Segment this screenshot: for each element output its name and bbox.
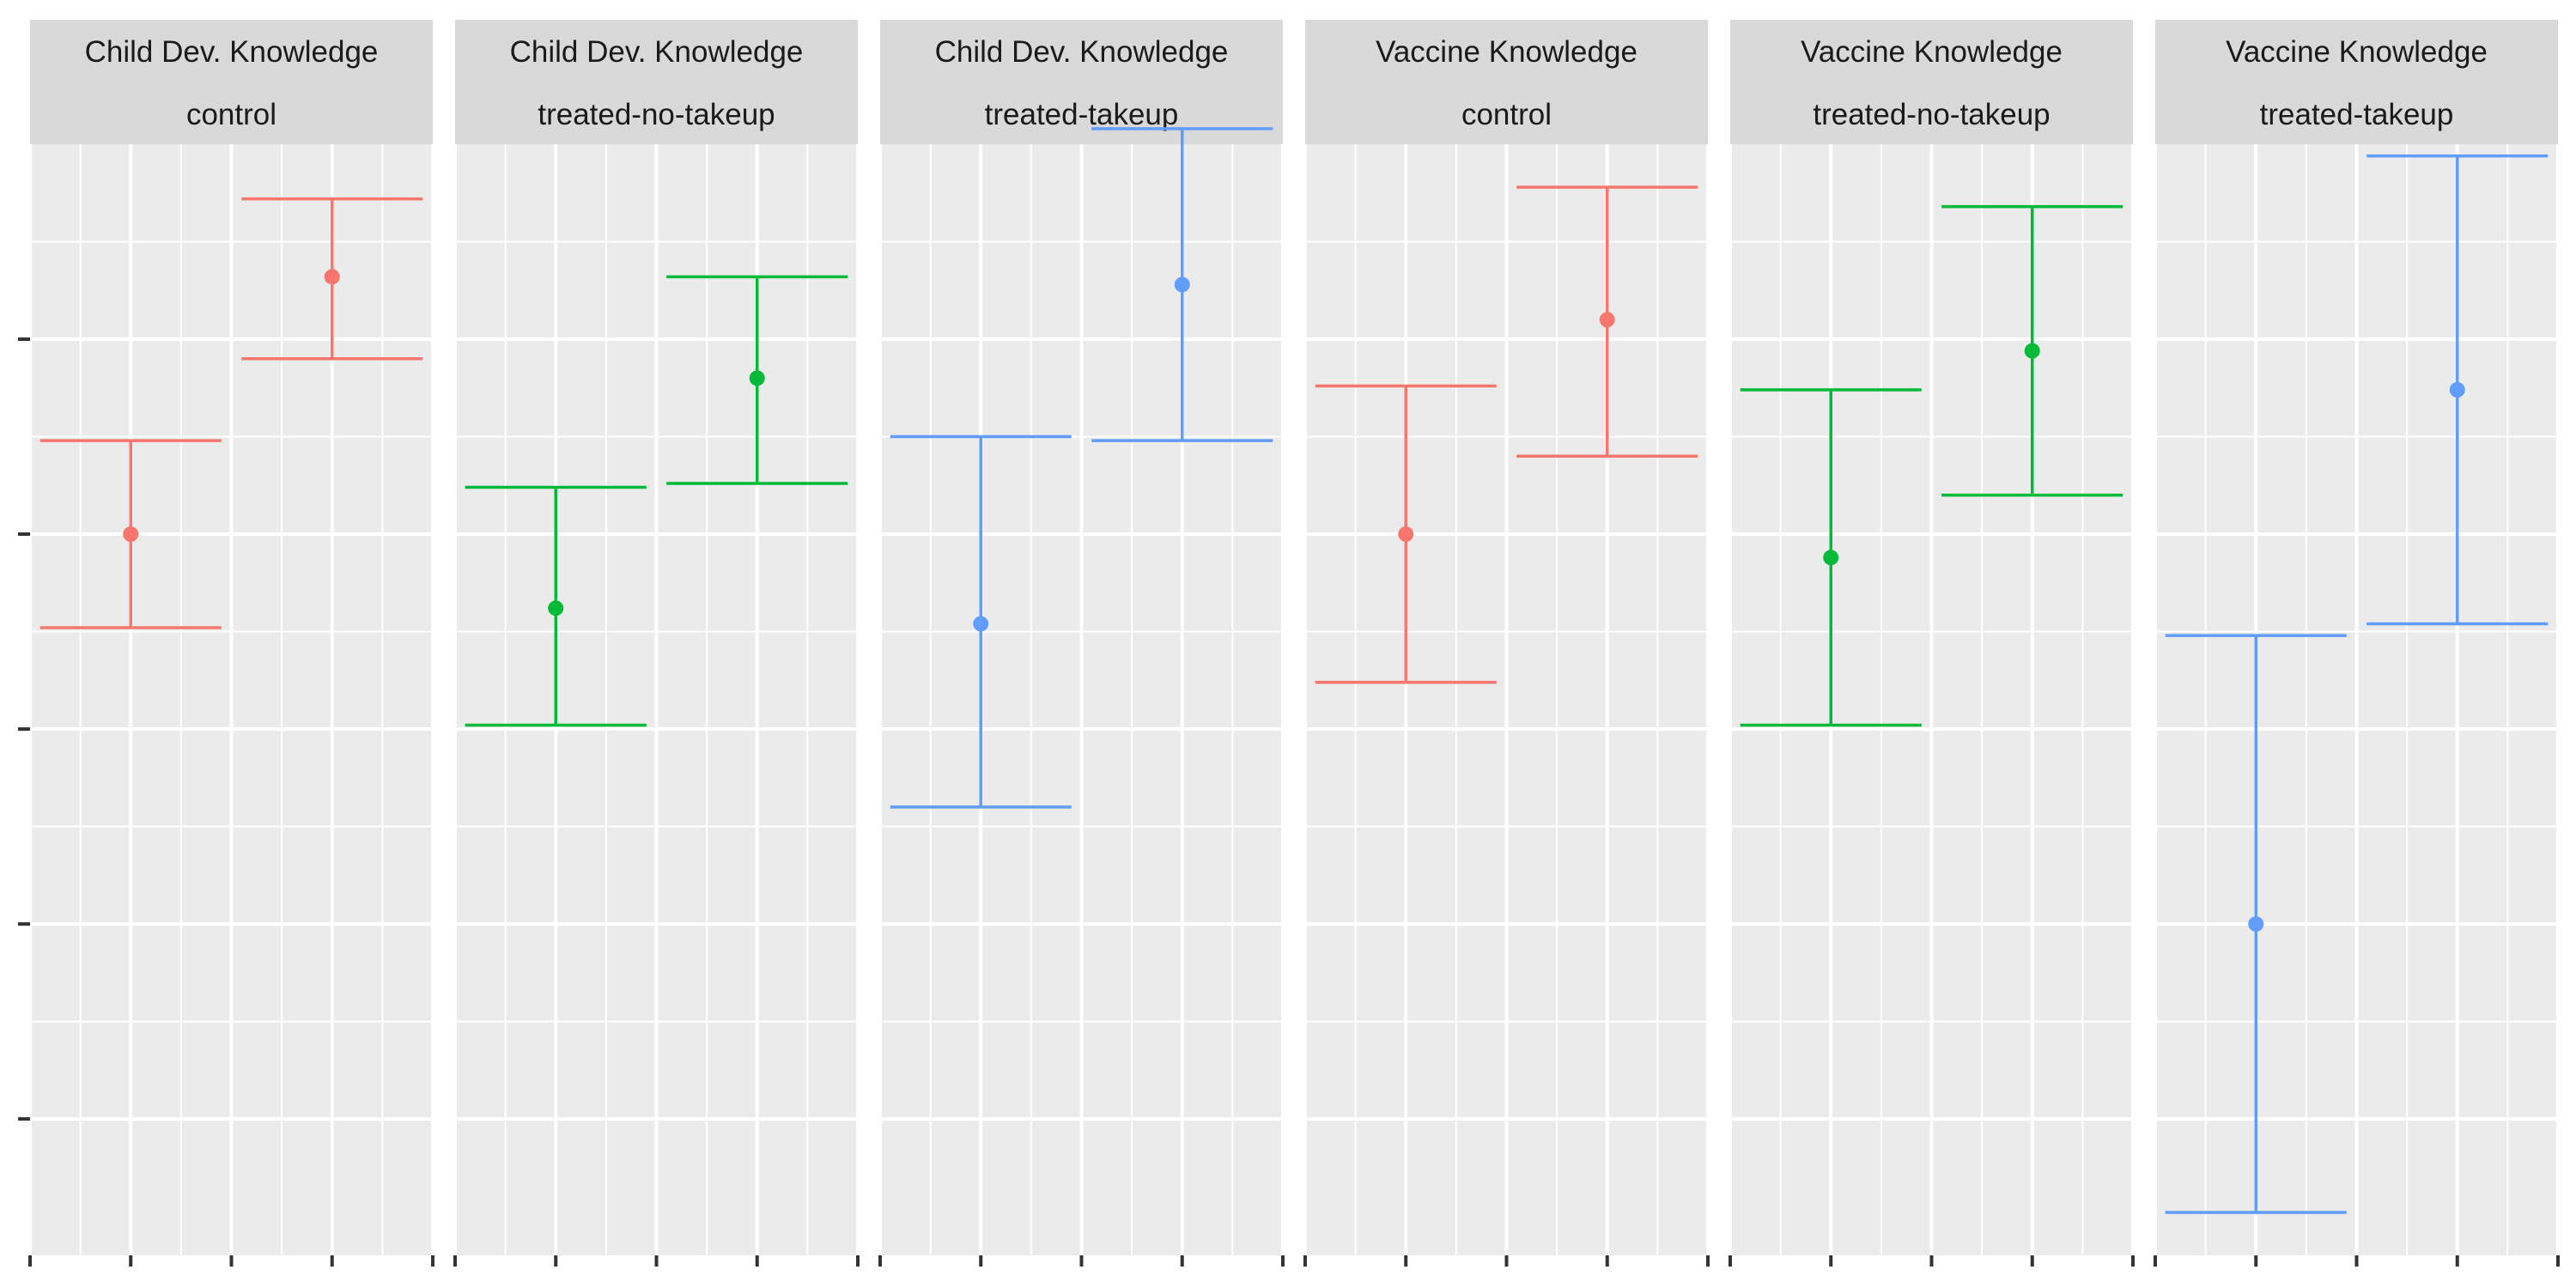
facet-strip — [2155, 20, 2558, 144]
facet-strip-label-top: Vaccine Knowledge — [1801, 35, 2063, 69]
facet-strip-label-top: Child Dev. Knowledge — [510, 35, 804, 69]
point-estimate — [2449, 382, 2465, 398]
facet-strip — [30, 20, 433, 144]
facet-strip — [1305, 20, 1708, 144]
facet-strip-label-top: Child Dev. Knowledge — [935, 35, 1229, 69]
facet-strip-label-top: Child Dev. Knowledge — [85, 35, 379, 69]
facet-strip — [880, 20, 1283, 144]
facet-strip-label-bottom: control — [1461, 98, 1552, 131]
facet-strip-label-bottom: treated-no-takeup — [1813, 98, 2050, 131]
point-estimate — [2248, 916, 2264, 933]
point-estimate — [973, 616, 989, 632]
facet-strip — [1730, 20, 2133, 144]
point-estimate — [1398, 526, 1414, 543]
point-estimate — [1823, 550, 1839, 566]
point-estimate — [1599, 312, 1615, 328]
facet-strip-label-bottom: treated-no-takeup — [538, 98, 775, 131]
point-estimate — [548, 600, 564, 617]
point-estimate — [324, 269, 340, 285]
point-estimate — [2024, 343, 2040, 359]
point-estimate — [1174, 276, 1190, 293]
facet-strip-label-bottom: treated-takeup — [985, 98, 1179, 131]
facet-strip-label-bottom: control — [186, 98, 276, 131]
facet-strip-label-top: Vaccine Knowledge — [1376, 35, 1637, 69]
facet-strip-label-bottom: treated-takeup — [2260, 98, 2454, 131]
point-estimate — [123, 526, 139, 543]
facet-strip-label-top: Vaccine Knowledge — [2226, 35, 2488, 69]
facet-strip — [455, 20, 858, 144]
point-estimate — [749, 370, 765, 386]
